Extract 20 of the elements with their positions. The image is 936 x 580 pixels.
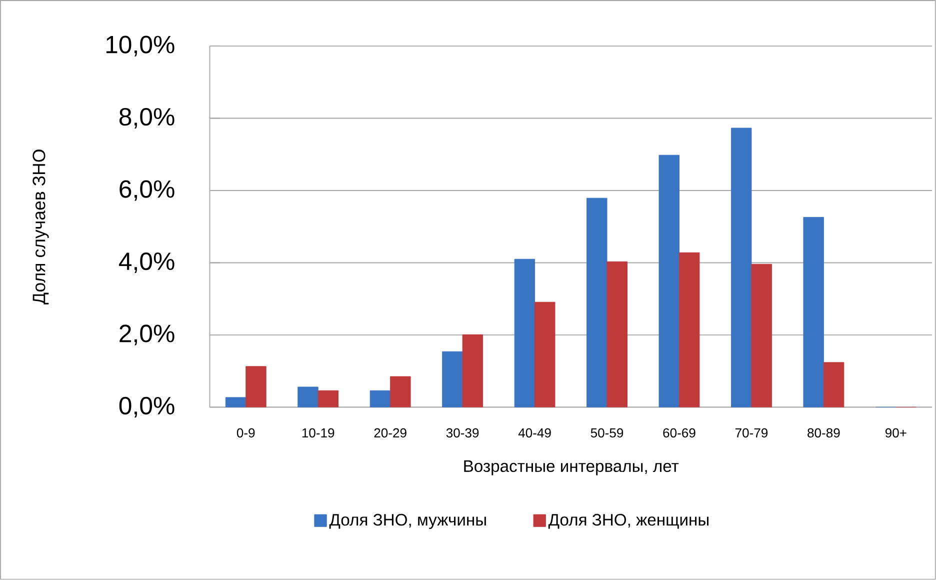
x-tick-label: 10-19 xyxy=(302,428,334,438)
x-tick-label: 0-9 xyxy=(236,428,255,438)
x-tick-label: 20-29 xyxy=(374,428,406,438)
y-tick-label: 10,0% xyxy=(106,36,174,56)
x-tick-label: 70-79 xyxy=(735,428,768,438)
x-tick-label: 60-69 xyxy=(663,428,696,438)
x-tick-label: 30-39 xyxy=(446,428,479,438)
y-tick-label: 8,0% xyxy=(119,108,174,129)
y-tick-label: 0,0% xyxy=(119,396,174,418)
y-tick-label: 2,0% xyxy=(120,324,174,346)
x-axis-title: Возрастные интервалы, лет xyxy=(464,460,679,476)
legend-label: Доля ЗНО, мужчины xyxy=(329,514,486,530)
y-tick-label: 4,0% xyxy=(118,252,174,274)
y-tick-label: 6,0% xyxy=(120,180,174,201)
y-axis-title: Доля случаев ЗНО xyxy=(32,150,49,304)
legend-label: Доля ЗНО, женщины xyxy=(548,514,708,529)
x-tick-label: 90+ xyxy=(885,428,906,438)
x-tick-label: 80-89 xyxy=(808,428,840,438)
x-tick-label: 50-59 xyxy=(590,428,624,438)
x-tick-label: 40-49 xyxy=(518,428,551,438)
